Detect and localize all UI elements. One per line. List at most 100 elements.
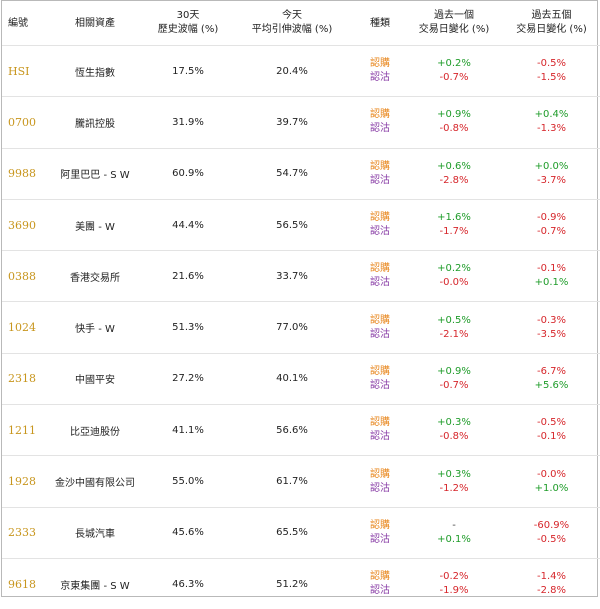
asset-code-link[interactable]: 9618: [8, 577, 36, 591]
asset-name: 阿里巴巴 - S W: [46, 148, 144, 200]
header-chg-5d: 過去五個 交易日變化 (%): [500, 1, 600, 46]
warrant-type: 認購 認沽: [352, 558, 408, 609]
change-1d-call: +0.9%: [437, 109, 471, 121]
change-5d-call: -0.3%: [536, 314, 566, 326]
change-1d-put: +0.1%: [437, 533, 471, 545]
imp-vol-value: 61.7%: [232, 455, 352, 508]
call-label: 認購: [370, 160, 390, 172]
header-asset: 相關資產: [46, 1, 144, 46]
asset-name: 京東集團 - S W: [60, 580, 130, 592]
asset-code-link[interactable]: 9988: [2, 148, 46, 200]
header-hist-vol: 30天 歷史波幅 (%): [144, 1, 232, 46]
asset-code-link[interactable]: 1024: [2, 301, 46, 354]
change-1d-call: +0.2%: [437, 263, 471, 275]
table-row[interactable]: 3690 美團 - W 44.4% 56.5% 認購 認沽 +1.6% -1.7% -0.9% -…: [2, 199, 600, 252]
change-5d-call: -1.4%: [536, 571, 566, 583]
change-1d: +1.6% -1.7%: [408, 199, 500, 252]
warrant-type: 認購 認沽: [352, 301, 408, 354]
change-1d-put: -0.7%: [439, 72, 469, 84]
change-1d-put: -1.2%: [439, 482, 469, 494]
change-5d-put: +0.1%: [534, 277, 569, 289]
call-label: 認購: [370, 417, 390, 429]
call-label: 認購: [370, 571, 390, 583]
hist-vol-value: 60.9%: [144, 148, 232, 200]
change-5d: -0.5% -1.5%: [500, 45, 600, 98]
hist-vol-value: 51.3%: [144, 301, 232, 354]
asset-code-link[interactable]: 3690: [2, 199, 46, 252]
hist-vol-value: 46.3%: [172, 578, 204, 590]
change-1d: +0.3% -0.8%: [408, 404, 500, 457]
table-row[interactable]: 1024 快手 - W 51.3% 77.0% 認購 認沽 +0.5% -2.1% -0.3% -…: [2, 301, 600, 354]
change-5d: -0.3% -3.5%: [500, 301, 600, 354]
asset-name: 長城汽車: [46, 507, 144, 559]
change-5d: -60.9% -0.5%: [500, 507, 600, 559]
change-5d-put: -1.3%: [536, 123, 566, 135]
change-1d-call: -: [452, 519, 456, 531]
table-row[interactable]: 1928 金沙中國有限公司 55.0% 61.7% 認購 認沽 +0.3% -1.2% -0.0…: [2, 455, 600, 508]
change-1d-put: -2.8%: [439, 174, 469, 186]
change-1d-put: -0.8%: [439, 123, 469, 135]
change-1d: +0.6% -2.8%: [408, 148, 500, 200]
warrant-type: 認購 認沽: [352, 250, 408, 303]
table-header-row: 編號 相關資產 30天 歷史波幅 (%) 今天 平均引伸波幅 (%) 種類 過去一個…: [2, 1, 600, 46]
put-label: 認沽: [370, 123, 390, 135]
warrant-type: 認購 認沽: [352, 404, 408, 457]
table-row[interactable]: 9618 京東集團 - S W 46.3% 51.2% 認購 認沽 -0.2% -1.9% -1…: [2, 558, 600, 609]
change-1d-call: +1.6%: [437, 212, 471, 224]
hist-vol-value: 41.1%: [144, 404, 232, 457]
table-row[interactable]: 2318 中國平安 27.2% 40.1% 認購 認沽 +0.9% -0.7% -6.7% +5.…: [2, 353, 600, 406]
warrant-type: 認購 認沽: [352, 455, 408, 508]
table-row[interactable]: 0388 香港交易所 21.6% 33.7% 認購 認沽 +0.2% -0.0% -0.1% +0…: [2, 250, 600, 303]
change-5d-put: -3.5%: [536, 328, 566, 340]
change-5d: -0.0% +1.0%: [500, 455, 600, 508]
asset-name: 快手 - W: [46, 301, 144, 354]
put-label: 認沽: [370, 328, 390, 340]
imp-vol-value: 39.7%: [232, 96, 352, 149]
put-label: 認沽: [370, 533, 390, 545]
call-label: 認購: [370, 109, 390, 121]
asset-name: 金沙中國有限公司: [46, 455, 144, 508]
asset-code-link[interactable]: HSI: [2, 45, 46, 98]
table-row[interactable]: 1211 比亞迪股份 41.1% 56.6% 認購 認沽 +0.3% -0.8% -0.5% -0…: [2, 404, 600, 457]
table-row[interactable]: 9988 阿里巴巴 - S W 60.9% 54.7% 認購 認沽 +0.6% -2.8% +0…: [2, 148, 600, 200]
change-1d-call: +0.3%: [437, 468, 471, 480]
asset-code-link[interactable]: 1211: [2, 404, 46, 457]
asset-code-link[interactable]: 2333: [2, 507, 46, 559]
put-label: 認沽: [370, 431, 390, 443]
imp-vol-value: 20.4%: [232, 45, 352, 98]
table-row[interactable]: 2333 長城汽車 45.6% 65.5% 認購 認沽 - +0.1% -60.9% -0.5%: [2, 507, 600, 559]
warrant-type: 認購 認沽: [352, 45, 408, 98]
hist-vol-value: 44.4%: [144, 199, 232, 252]
call-label: 認購: [370, 212, 390, 224]
put-label: 認沽: [370, 174, 390, 186]
change-1d-call: +0.2%: [437, 58, 471, 70]
put-label: 認沽: [370, 226, 390, 238]
imp-vol-value: 40.1%: [232, 353, 352, 406]
asset-code-link[interactable]: 0700: [2, 96, 46, 149]
asset-code-link[interactable]: 1928: [2, 455, 46, 508]
imp-vol-value: 77.0%: [232, 301, 352, 354]
call-label: 認購: [370, 519, 390, 531]
change-5d-call: -0.0%: [536, 468, 566, 480]
warrant-type: 認購 認沽: [352, 199, 408, 252]
hist-vol-value: 45.6%: [144, 507, 232, 559]
change-1d-put: -0.0%: [439, 277, 469, 289]
warrant-type: 認購 認沽: [352, 148, 408, 200]
change-1d: +0.9% -0.8%: [408, 96, 500, 149]
change-1d-call: +0.5%: [437, 314, 471, 326]
call-label: 認購: [370, 365, 390, 377]
call-label: 認購: [370, 263, 390, 275]
table-row[interactable]: 0700 騰訊控股 31.9% 39.7% 認購 認沽 +0.9% -0.8% +0.4% -1.…: [2, 96, 600, 149]
asset-code-link[interactable]: 2318: [2, 353, 46, 406]
asset-code-link[interactable]: 0388: [2, 250, 46, 303]
table-row[interactable]: HSI 恆生指數 17.5% 20.4% 認購 認沽 +0.2% -0.7% -0.5% -1.5…: [2, 45, 600, 98]
change-5d-call: -0.9%: [536, 212, 566, 224]
warrant-type: 認購 認沽: [352, 353, 408, 406]
asset-name: 中國平安: [46, 353, 144, 406]
asset-name: 騰訊控股: [46, 96, 144, 149]
hist-vol-value: 27.2%: [144, 353, 232, 406]
change-1d-call: +0.3%: [437, 417, 471, 429]
header-type: 種類: [352, 1, 408, 46]
header-code: 編號: [2, 1, 46, 46]
hist-vol-value: 55.0%: [144, 455, 232, 508]
